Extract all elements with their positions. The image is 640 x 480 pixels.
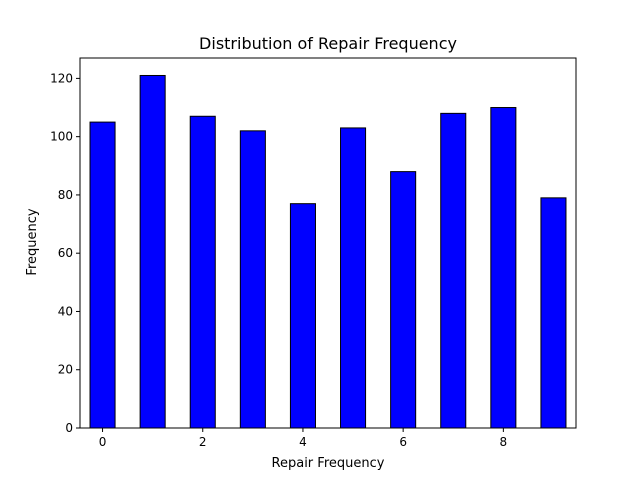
y-ticks-group: 0 20 40 60 80 100 120 bbox=[50, 71, 80, 435]
y-tick-label: 80 bbox=[58, 188, 73, 202]
bar-2 bbox=[189, 115, 216, 429]
y-tick-label: 20 bbox=[58, 363, 73, 377]
x-tick-label: 6 bbox=[399, 435, 407, 449]
y-tick-label: 60 bbox=[58, 246, 73, 260]
bar-3 bbox=[239, 130, 266, 429]
plot-area-frame bbox=[79, 57, 577, 429]
chart-title: Distribution of Repair Frequency bbox=[199, 34, 457, 53]
bar-1 bbox=[139, 74, 166, 429]
bar-8 bbox=[490, 107, 517, 429]
y-tick-label: 40 bbox=[58, 304, 73, 318]
y-axis-label: Frequency bbox=[25, 208, 40, 275]
bar-6 bbox=[390, 171, 417, 429]
bar-7 bbox=[440, 112, 467, 429]
x-tick-label: 2 bbox=[199, 435, 207, 449]
bar-5 bbox=[340, 127, 367, 429]
x-tick-label: 8 bbox=[500, 435, 508, 449]
y-tick-label: 120 bbox=[50, 71, 73, 85]
bar-4 bbox=[289, 203, 316, 429]
bars-group bbox=[89, 74, 567, 429]
x-axis-label: Repair Frequency bbox=[272, 456, 385, 471]
bar-0 bbox=[89, 121, 116, 429]
y-tick-label: 100 bbox=[50, 130, 73, 144]
bar-9 bbox=[540, 197, 567, 429]
y-tick-label: 0 bbox=[65, 421, 73, 435]
x-tick-label: 4 bbox=[299, 435, 307, 449]
x-tick-label: 0 bbox=[99, 435, 107, 449]
x-ticks-group: 0 2 4 6 8 bbox=[99, 428, 507, 449]
